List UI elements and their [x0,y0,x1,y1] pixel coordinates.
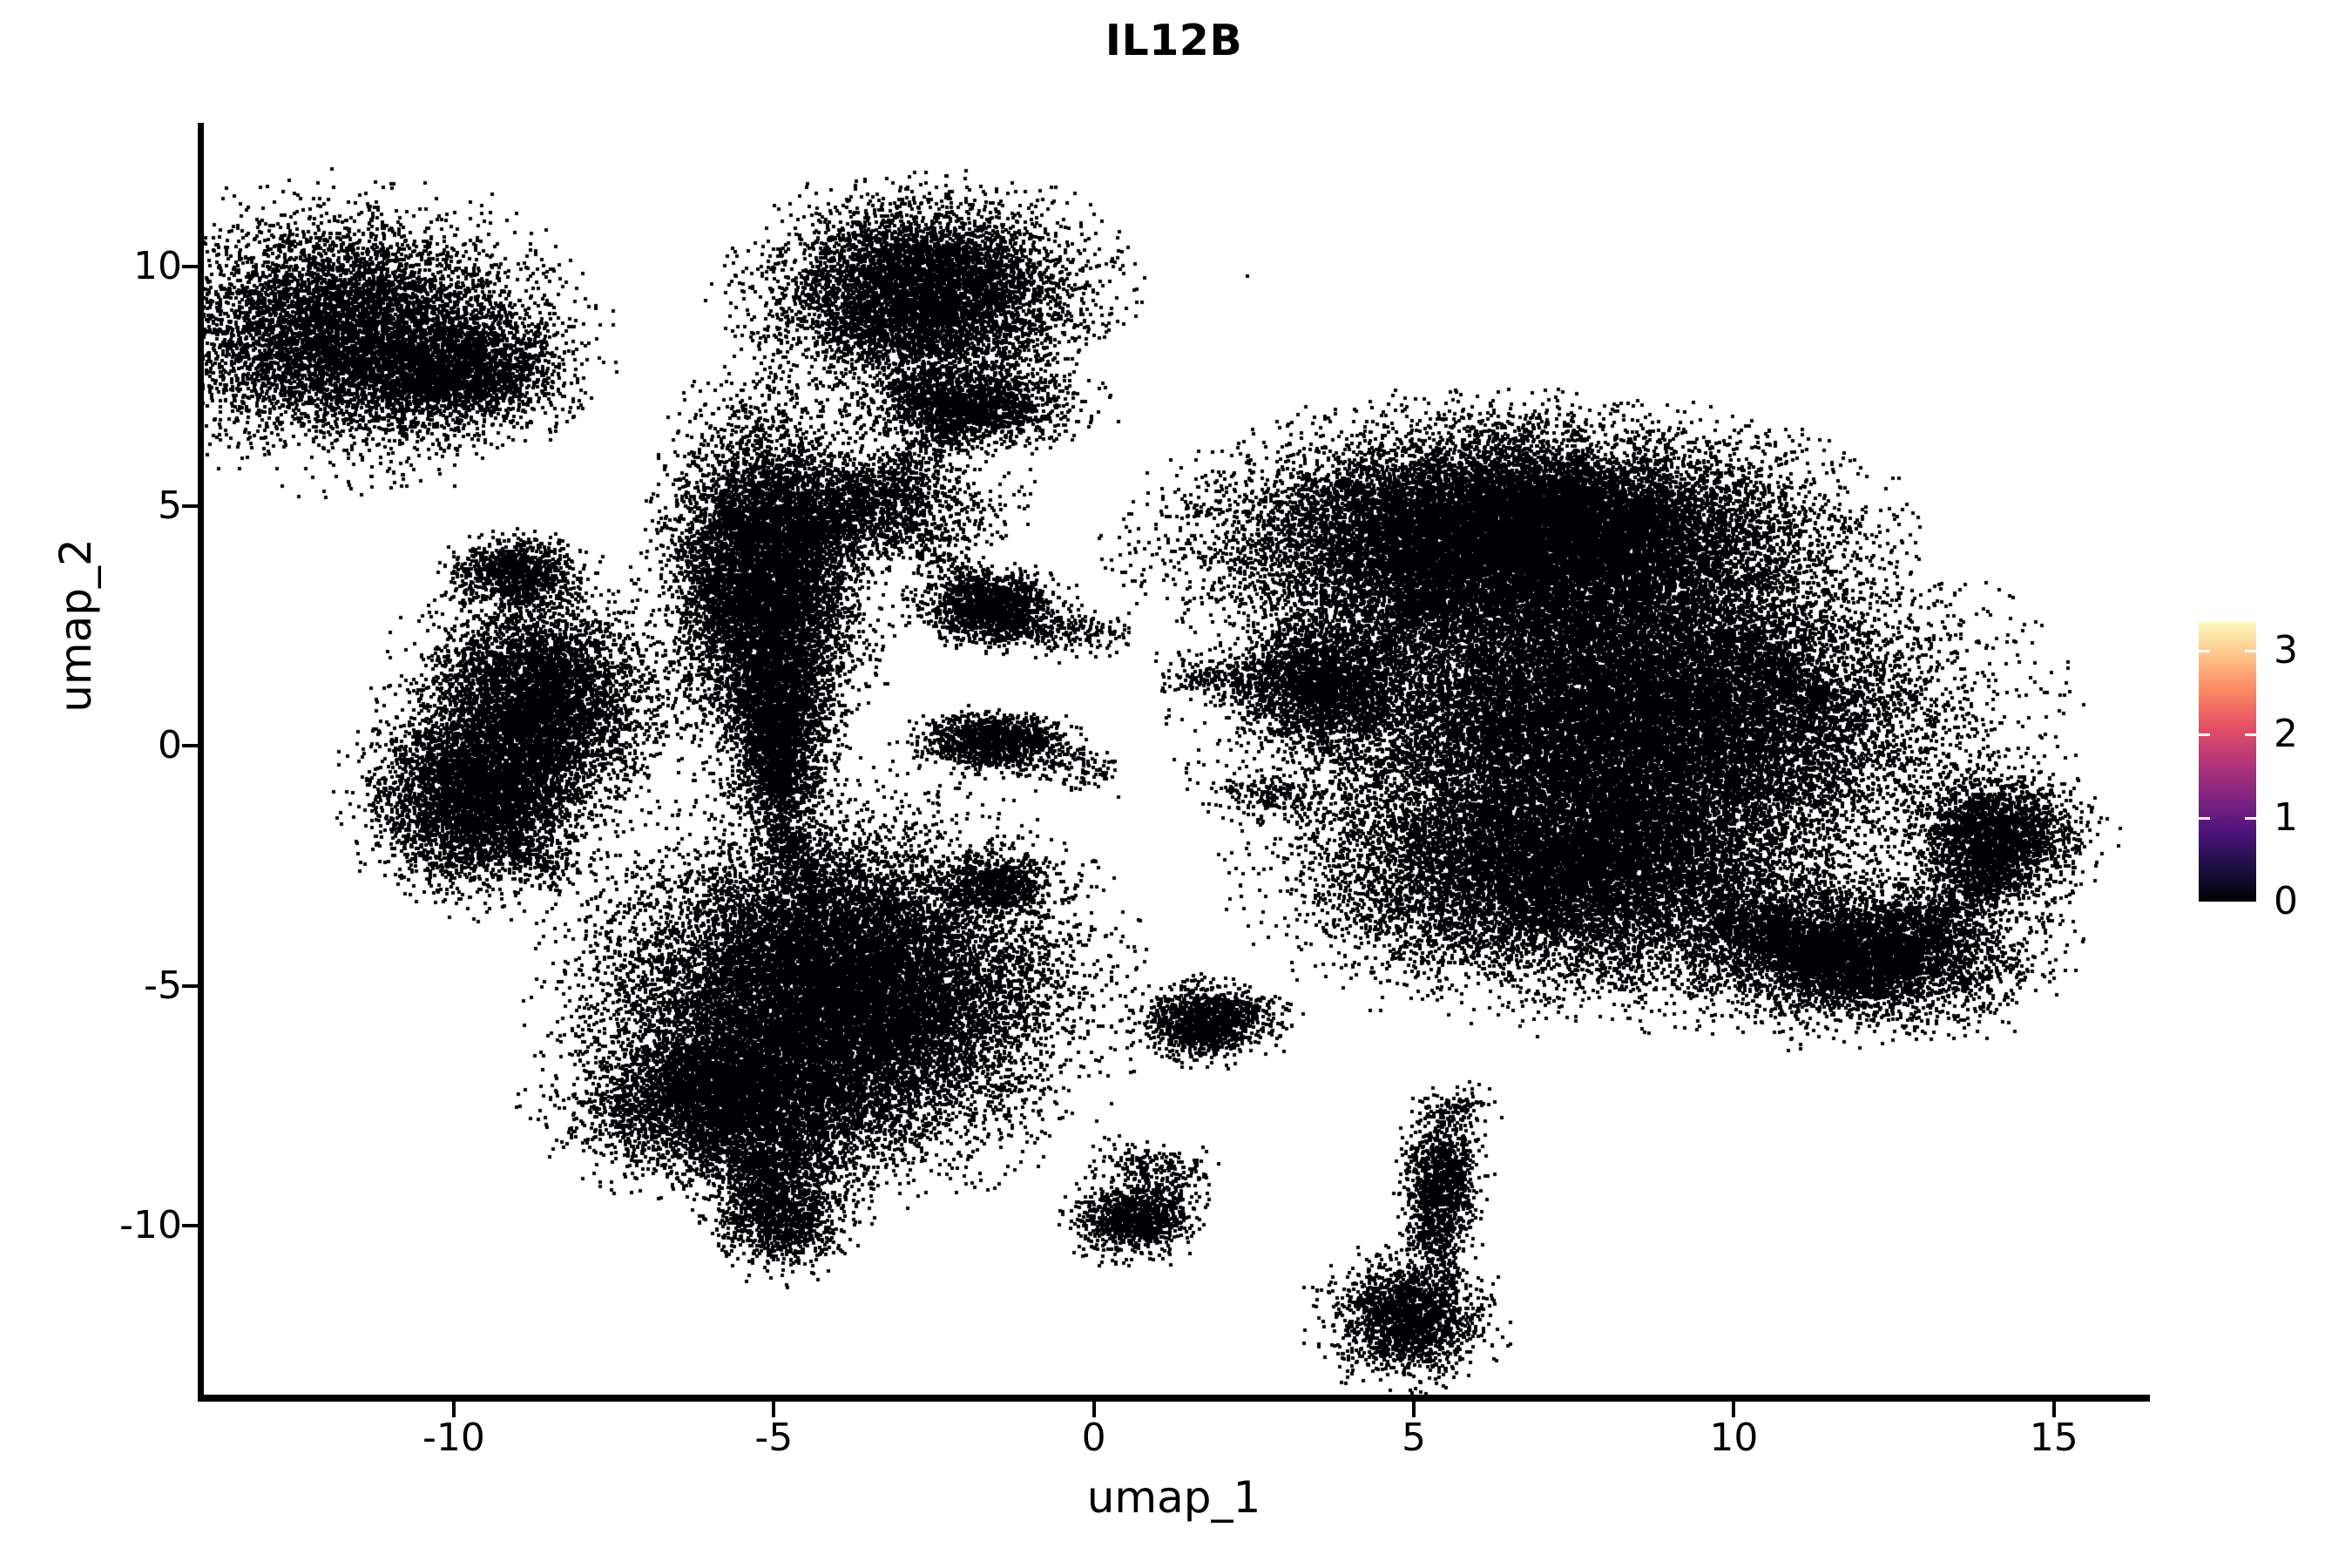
colorbar-tick-mark [2199,733,2210,736]
y-tick-label: 10 [133,244,182,289]
x-tick-mark [772,1402,776,1417]
scatter-plot-axes [198,123,2150,1398]
x-tick-label: 5 [1402,1416,1427,1460]
x-tick-label: 0 [1081,1416,1106,1460]
y-axis-spine [198,123,204,1402]
y-tick-mark [182,1223,198,1227]
colorbar [2199,621,2256,902]
y-axis-label: umap_2 [51,538,101,713]
x-tick-mark [2051,1402,2056,1417]
x-tick-label: 15 [2029,1416,2078,1460]
colorbar-tick-label: 0 [2274,879,2298,923]
x-axis-spine [198,1395,2150,1402]
x-tick-mark [1092,1402,1096,1417]
colorbar-tick-label: 3 [2274,627,2298,672]
y-tick-label: -10 [119,1202,182,1247]
x-tick-mark [1412,1402,1416,1417]
y-tick-label: -5 [144,963,182,1008]
colorbar-tick-mark [2245,649,2256,652]
colorbar-tick-mark [2199,649,2210,652]
umap-scatter-points [198,123,2150,1398]
colorbar-tick-mark [2199,816,2210,820]
y-tick-mark [182,265,198,269]
x-tick-label: -5 [754,1416,794,1460]
colorbar-tick-mark [2245,733,2256,736]
y-tick-label: 0 [158,723,182,768]
colorbar-tick-label: 2 [2274,711,2298,756]
y-tick-label: 5 [158,483,182,529]
x-axis-label: umap_1 [1086,1472,1261,1523]
x-tick-mark [1732,1402,1736,1417]
y-tick-mark [182,744,198,748]
x-tick-label: 10 [1709,1416,1759,1460]
y-tick-mark [182,504,198,509]
x-tick-label: -10 [422,1416,485,1460]
x-tick-mark [451,1402,456,1417]
page-title: IL12B [1105,16,1243,65]
y-tick-mark [182,983,198,988]
colorbar-tick-mark [2245,816,2256,820]
colorbar-gradient [2199,621,2256,902]
colorbar-tick-label: 1 [2274,794,2298,840]
